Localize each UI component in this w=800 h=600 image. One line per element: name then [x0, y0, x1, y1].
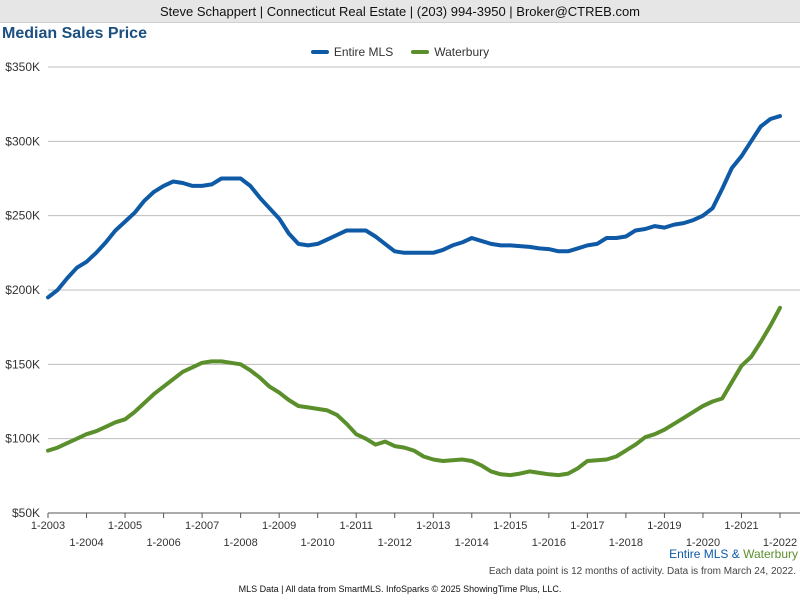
legend-label-entire-mls: Entire MLS	[333, 45, 394, 59]
legend-item-waterbury[interactable]: Waterbury	[411, 45, 489, 59]
series-lines	[46, 114, 782, 478]
x-tick-label: 1-2022	[763, 537, 797, 549]
agent-contact-text: Steve Schappert | Connecticut Real Estat…	[160, 3, 640, 19]
y-tick-label: $50K	[12, 506, 40, 520]
median-sales-price-chart: $50K $100K $150K $200K $250K $300K $350K 1-2003…	[5, 60, 800, 549]
x-tick-label: 1-2005	[108, 520, 142, 532]
axes: $50K $100K $150K $200K $250K $300K $350K 1-2003…	[5, 60, 800, 549]
legend-label-waterbury: Waterbury	[434, 45, 490, 59]
data-footnote: Each data point is 12 months of activity…	[488, 566, 796, 577]
x-tick-label: 1-2010	[301, 537, 335, 549]
sub-legend: Entire MLS & Waterbury	[669, 547, 798, 561]
y-tick-label: $250K	[5, 209, 40, 223]
x-tick-label: 1-2011	[339, 520, 372, 532]
series-line-waterbury[interactable]	[46, 305, 782, 478]
series-line-entire-mls[interactable]	[46, 114, 782, 300]
x-tick-label: 1-2015	[493, 520, 527, 532]
x-tick-label: 1-2021	[724, 520, 758, 532]
y-tick-label: $200K	[5, 283, 40, 297]
x-tick-label: 1-2004	[69, 537, 103, 549]
x-tick-label: 1-2003	[31, 520, 65, 532]
x-tick-label: 1-2016	[532, 537, 566, 549]
x-tick-label: 1-2009	[262, 520, 296, 532]
y-tick-label: $350K	[5, 60, 40, 74]
chart-title: Median Sales Price	[2, 25, 147, 42]
agent-contact-bar: Steve Schappert | Connecticut Real Estat…	[0, 0, 800, 23]
x-tick-label: 1-2007	[185, 520, 219, 532]
x-tick-label: 1-2008	[223, 537, 257, 549]
x-tick-label: 1-2017	[570, 520, 604, 532]
y-tick-label: $300K	[5, 134, 40, 148]
y-tick-label: $100K	[5, 432, 40, 446]
x-tick-label: 1-2020	[686, 537, 720, 549]
legend-swatch-waterbury	[411, 50, 430, 54]
x-tick-label: 1-2018	[609, 537, 643, 549]
y-tick-label: $150K	[5, 357, 40, 371]
grid-lines	[48, 66, 800, 514]
chart-legend: Entire MLS Waterbury	[0, 45, 800, 59]
sub-legend-entire-mls: Entire MLS	[669, 547, 729, 561]
x-tick-label: 1-2013	[416, 520, 450, 532]
x-tick-label: 1-2012	[378, 537, 412, 549]
legend-item-entire-mls[interactable]: Entire MLS	[310, 45, 394, 59]
x-tick-label: 1-2014	[455, 537, 489, 549]
x-tick-label: 1-2006	[146, 537, 180, 549]
legend-swatch-entire-mls	[310, 50, 329, 54]
x-tick-label: 1-2019	[647, 520, 681, 532]
sub-legend-separator: &	[728, 547, 744, 561]
page-footer: MLS Data | All data from SmartMLS. InfoS…	[238, 584, 562, 594]
sub-legend-waterbury: Waterbury	[743, 547, 798, 561]
